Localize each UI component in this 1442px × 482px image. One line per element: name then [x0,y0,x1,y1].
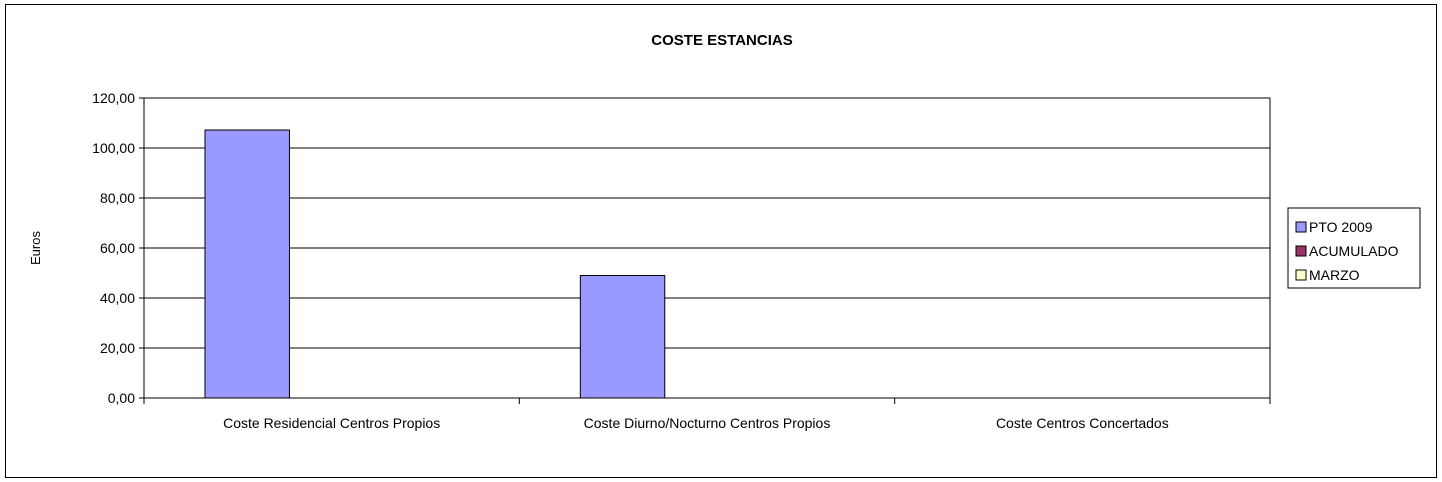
x-tick-label: Coste Residencial Centros Propios [223,415,440,431]
y-tick-label: 120,00 [92,90,135,106]
bar [579,275,666,399]
bar [204,129,290,399]
axes [139,97,1271,404]
gridlines [144,97,1270,349]
y-tick-label: 60,00 [100,240,135,256]
x-tick-labels: Coste Residencial Centros Propios Coste D… [223,415,1169,431]
legend-swatch [1295,269,1307,281]
legend-swatch [1295,245,1307,257]
legend-swatch [1295,221,1307,233]
y-tick-label: 40,00 [100,290,135,306]
bars [204,129,666,399]
y-tick-labels: 0,00 20,00 40,00 60,00 80,00 100,00 120,00 [92,90,135,406]
chart-title: COSTE ESTANCIAS [651,32,792,49]
legend-box [1287,207,1421,289]
y-axis-label: Euros [28,231,43,265]
y-tick-label: 0,00 [108,390,135,406]
y-tick-label: 100,00 [92,140,135,156]
legend: PTO 2009 ACUMULADO MARZO [1287,207,1421,289]
y-tick-label: 20,00 [100,340,135,356]
x-tick-label: Coste Diurno/Nocturno Centros Propios [584,415,831,431]
y-tick-label: 80,00 [100,190,135,206]
legend-label: ACUMULADO [1309,243,1399,259]
legend-label: MARZO [1309,267,1360,283]
legend-label: PTO 2009 [1309,219,1373,235]
x-tick-label: Coste Centros Concertados [996,415,1169,431]
